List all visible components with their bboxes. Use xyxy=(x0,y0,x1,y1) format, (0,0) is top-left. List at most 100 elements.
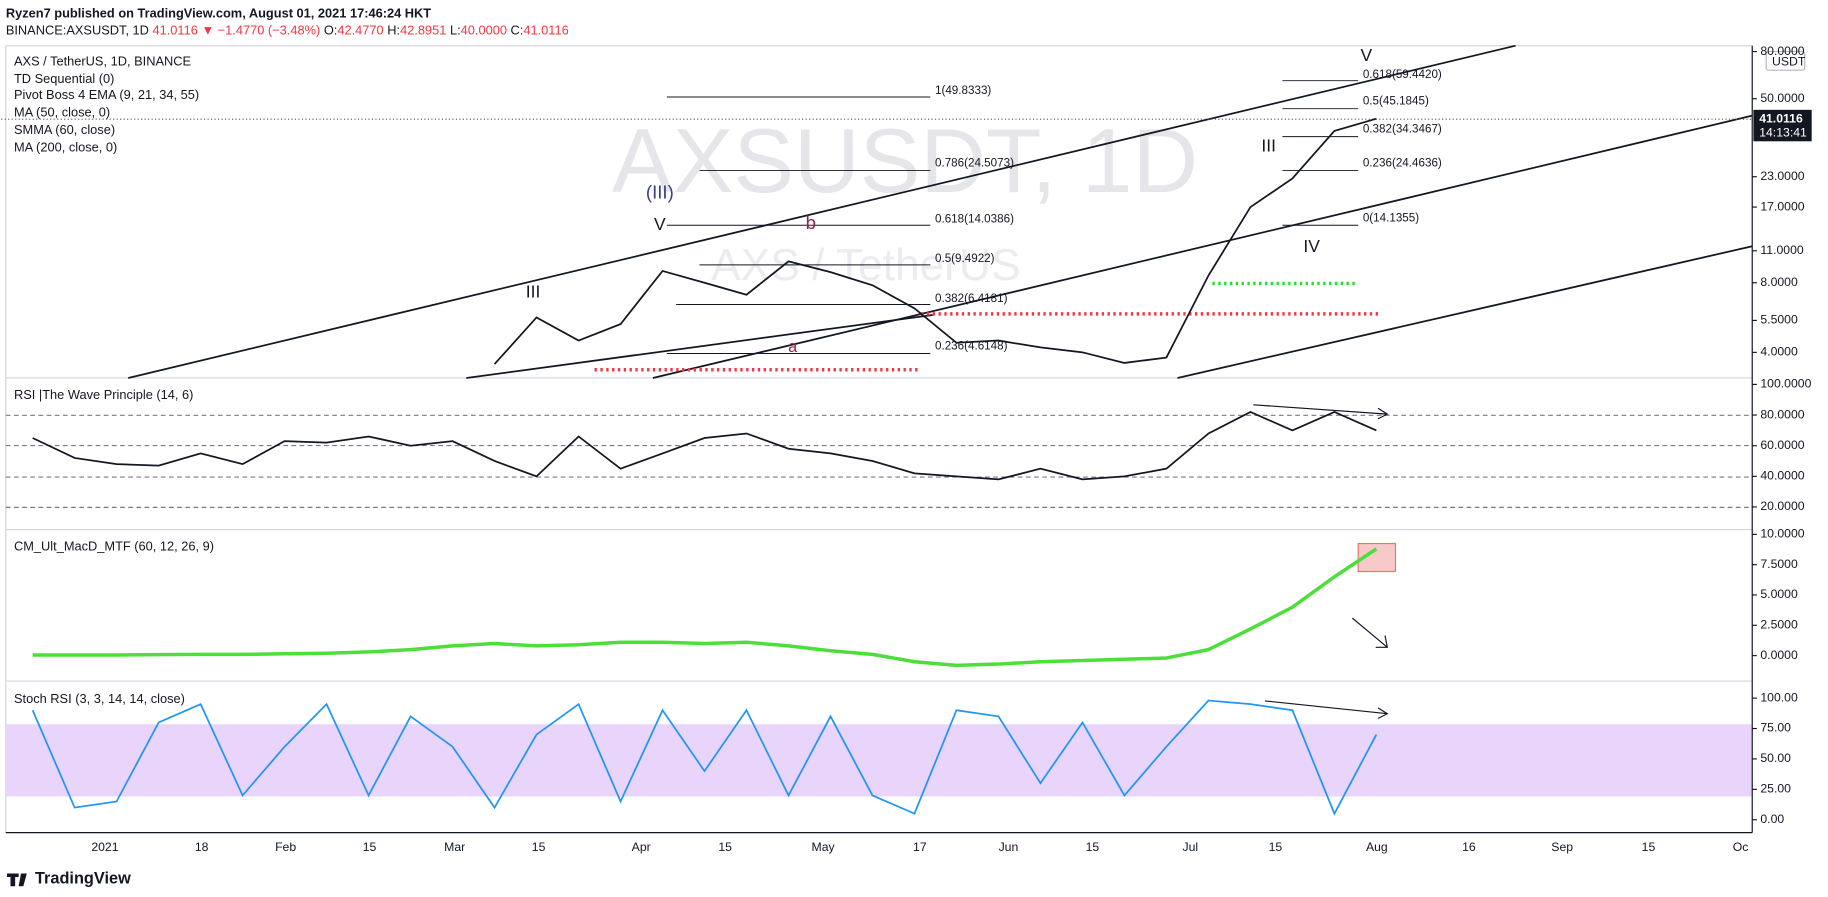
x-tick-label: Apr xyxy=(632,840,651,854)
symbol: BINANCE:AXSUSDT, 1D xyxy=(6,23,149,38)
x-tick-label: 16 xyxy=(1462,840,1476,854)
y-tick-label: 20.0000 xyxy=(1760,499,1804,513)
fib-label: 0.618(14.0386) xyxy=(935,212,1014,225)
ohlc-value: 42.8951 xyxy=(400,23,446,38)
ohlc-value: 40.0000 xyxy=(461,23,507,38)
series-line xyxy=(493,117,1377,365)
channel-lines xyxy=(128,44,1753,379)
pane-title: CM_Ult_MacD_MTF (60, 12, 26, 9) xyxy=(14,538,214,553)
price-tag-value: 41.0116 xyxy=(1759,111,1803,125)
brand: TradingView xyxy=(35,870,131,888)
fib-labels: 1(49.8333) 0.786(24.5073) 0.618(14.0386)… xyxy=(935,68,1442,353)
wave-label: III xyxy=(1261,136,1276,156)
x-tick-label: 15 xyxy=(532,840,546,854)
series-line xyxy=(31,699,1378,816)
y-tick-label: 60.0000 xyxy=(1760,438,1804,452)
legend-item: AXS / TetherUS, 1D, BINANCE xyxy=(14,53,191,68)
x-tick-label: 2021 xyxy=(91,840,118,854)
rsi-levels xyxy=(5,414,1753,508)
y-tick-label: 100.0000 xyxy=(1760,377,1811,391)
y-tick-label: 50.00 xyxy=(1760,751,1791,765)
ohlc-value: 41.0116 xyxy=(523,23,568,38)
pane-title: RSI |The Wave Principle (14, 6) xyxy=(14,387,193,402)
x-axis-labels: 2021 18 Feb 15 Mar 15 Apr 15 May 17 Jun 15 Jul 15 Aug 1… xyxy=(91,840,1748,854)
legend-item: TD Sequential (0) xyxy=(14,71,114,86)
x-tick-label: Oc xyxy=(1733,840,1749,854)
currency-box xyxy=(1765,50,1806,71)
fib-label: 1(49.8333) xyxy=(935,84,991,97)
x-tick-label: 15 xyxy=(1269,840,1283,854)
ohlc-label: C: xyxy=(511,23,524,38)
ohlc-label: L: xyxy=(450,23,461,38)
series-line xyxy=(32,411,1377,481)
ohlc-label: H: xyxy=(387,23,400,38)
y-tick-label: 4.0000 xyxy=(1760,345,1798,359)
publisher: Ryzen7 published on TradingView.com, Aug… xyxy=(6,6,431,21)
y-tick-label: 5.0000 xyxy=(1760,587,1798,601)
stoch-band xyxy=(5,724,1753,797)
wave-labels: III V (III) b a III IV V xyxy=(526,45,1373,356)
fib-label: 0.618(59.4420) xyxy=(1363,68,1442,81)
fib-label: 0.786(24.5073) xyxy=(935,157,1014,170)
series-line xyxy=(32,547,1378,668)
x-tick-label: May xyxy=(812,840,836,854)
watermark-symbol: AXSUSDT, 1D xyxy=(612,111,1198,212)
watermark: AXSUSDT, 1D AXS / TetherUS xyxy=(612,111,1198,290)
x-tick-label: 17 xyxy=(913,840,927,854)
x-tick-label: Aug xyxy=(1366,840,1388,854)
x-tick-label: 15 xyxy=(718,840,732,854)
fib-label: 0.236(24.4636) xyxy=(1363,157,1442,170)
y-tick-label: 7.5000 xyxy=(1760,557,1798,571)
fib-label: 0.382(34.3467) xyxy=(1363,123,1442,136)
x-tick-label: Jun xyxy=(999,840,1019,854)
y-tick-label: 50.0000 xyxy=(1760,91,1804,105)
y-tick-label: 80.0000 xyxy=(1760,44,1804,58)
y-tick-label: 10.0000 xyxy=(1760,527,1804,541)
wave-label: a xyxy=(788,338,798,356)
brand-logo xyxy=(6,873,27,887)
x-tick-label: 15 xyxy=(363,840,377,854)
y-tick-label: 100.00 xyxy=(1760,690,1798,704)
y-tick-label: 0.00 xyxy=(1760,812,1784,826)
fib-label: 0.382(6.4181) xyxy=(935,292,1008,305)
wave-label: IV xyxy=(1303,236,1320,256)
ohlc-label: O: xyxy=(324,23,338,38)
y-tick-label: 40.0000 xyxy=(1760,469,1804,483)
y-tick-label: 11.0000 xyxy=(1760,243,1804,257)
x-tick-label: 15 xyxy=(1642,840,1656,854)
y-tick-label: 0.0000 xyxy=(1760,648,1798,662)
y-tick-label: 25.00 xyxy=(1760,782,1791,796)
y-tick-label: 80.0000 xyxy=(1760,407,1804,421)
legend-item: MA (200, close, 0) xyxy=(14,140,117,155)
wave-label: III xyxy=(526,281,541,301)
legend-item: SMMA (60, close) xyxy=(14,122,115,137)
fib-label: 0.236(4.6148) xyxy=(935,340,1008,353)
x-tick-label: 18 xyxy=(195,840,209,854)
wave-label: (III) xyxy=(646,182,674,203)
x-tick-label: Mar xyxy=(444,840,465,854)
x-tick-label: Sep xyxy=(1551,840,1573,854)
ohlc-value: 42.4770 xyxy=(337,23,383,38)
symbol-line: BINANCE:AXSUSDT, 1D 41.0116 ▼ −1.4770 (−… xyxy=(6,23,569,38)
legend-item: MA (50, close, 0) xyxy=(14,105,110,120)
fib-lines xyxy=(666,80,1359,354)
arrows xyxy=(1253,404,1389,719)
wave-label: V xyxy=(654,214,666,234)
fib-label: 0.5(9.4922) xyxy=(935,252,995,265)
legend: AXS / TetherUS, 1D, BINANCE TD Sequentia… xyxy=(14,53,199,154)
x-tick-label: Feb xyxy=(275,840,296,854)
price-tag-countdown: 14:13:41 xyxy=(1759,125,1807,139)
fib-label: 0(14.1355) xyxy=(1363,211,1419,224)
y-tick-label: 17.0000 xyxy=(1760,199,1804,213)
y-tick-label: 2.5000 xyxy=(1760,618,1798,632)
wave-label: V xyxy=(1361,45,1373,65)
x-tick-label: Jul xyxy=(1182,840,1198,854)
y-tick-label: 23.0000 xyxy=(1760,169,1804,183)
legend-item: Pivot Boss 4 EMA (9, 21, 34, 55) xyxy=(14,87,199,102)
price-tag xyxy=(1753,109,1812,142)
y-tick-label: 75.00 xyxy=(1760,721,1791,735)
pane-title: Stoch RSI (3, 3, 14, 14, close) xyxy=(14,691,185,706)
last-price: 41.0116 xyxy=(153,23,198,38)
wave-label: b xyxy=(806,212,816,233)
